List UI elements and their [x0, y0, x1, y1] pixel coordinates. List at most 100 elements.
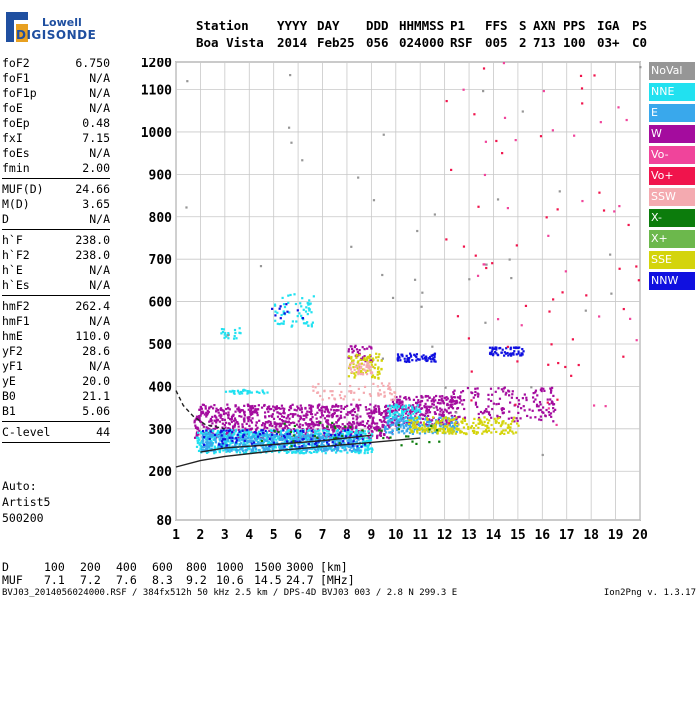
data-point-nnw	[420, 355, 423, 358]
data-point-w	[351, 428, 354, 431]
data-point-e	[214, 441, 218, 444]
data-point-noval	[226, 334, 230, 337]
data-point-sse	[478, 419, 481, 422]
data-point-nne	[366, 451, 369, 454]
data-point-nne	[281, 296, 284, 300]
data-point-vo-	[450, 168, 453, 172]
data-point-ssw	[393, 391, 397, 394]
data-point-e	[265, 447, 268, 450]
data-point-e	[225, 437, 228, 441]
data-point-sse	[499, 432, 502, 436]
data-point-w	[249, 412, 252, 415]
data-point-e	[204, 433, 207, 436]
data-point-w	[398, 401, 402, 404]
data-point-nnw	[351, 444, 354, 447]
data-point-w	[471, 391, 474, 395]
data-point-w	[494, 390, 497, 393]
data-point-nnw	[352, 440, 355, 443]
data-point-vo-	[516, 360, 519, 363]
data-point-vo-	[599, 121, 602, 124]
data-point-w	[522, 405, 525, 408]
data-point-sse	[487, 426, 490, 429]
data-point-w	[209, 417, 213, 421]
data-point-e	[352, 437, 355, 440]
data-point-nnw	[506, 351, 509, 355]
data-point-w	[371, 421, 374, 424]
data-point-ssw	[359, 367, 363, 370]
data-point-w	[251, 406, 255, 410]
data-point-w	[369, 426, 372, 429]
data-point-e	[424, 418, 427, 421]
x-tick-label: 14	[486, 528, 502, 543]
data-point-w	[426, 411, 429, 414]
data-point-w	[474, 393, 477, 397]
data-point-w	[344, 405, 347, 409]
data-point-nne	[273, 303, 277, 306]
data-point-sse	[512, 432, 515, 435]
data-point-w	[474, 403, 478, 406]
param-row: foF1 N/A	[2, 71, 110, 86]
data-point-nnw	[331, 441, 334, 444]
data-point-nne	[320, 446, 323, 450]
data-point-w	[373, 406, 376, 409]
data-point-w	[385, 414, 388, 417]
data-point-w	[542, 387, 545, 390]
data-point-vo-	[456, 315, 460, 318]
data-point-w	[509, 401, 512, 404]
data-point-e	[302, 448, 305, 451]
data-point-vo-	[593, 74, 596, 77]
data-point-nnw	[235, 441, 238, 444]
data-point-e	[409, 416, 412, 420]
data-point-sse	[347, 355, 351, 358]
data-point-nne	[298, 431, 301, 434]
data-point-nne	[265, 435, 268, 438]
data-point-sse	[494, 419, 497, 422]
data-point-nnw	[307, 442, 311, 446]
data-point-w	[446, 404, 449, 407]
logo-mark-icon	[6, 12, 28, 42]
data-point-w	[450, 401, 453, 404]
data-point-w	[442, 410, 445, 414]
legend-item-nnw: NNW	[649, 272, 695, 290]
data-point-e	[390, 423, 393, 426]
data-point-w	[312, 421, 315, 424]
data-point-w	[317, 424, 321, 427]
data-point-w	[227, 406, 230, 410]
data-point-nne	[288, 446, 291, 449]
data-point-e	[396, 428, 399, 432]
data-point-w	[515, 417, 518, 420]
data-point-nnw	[501, 348, 504, 351]
data-point-vo-	[520, 324, 523, 327]
data-point-nne	[289, 447, 292, 450]
data-point-w	[526, 414, 529, 418]
data-point-w	[284, 424, 287, 427]
data-point-e	[395, 423, 398, 426]
data-point-e	[405, 425, 408, 428]
data-point-nne	[222, 328, 225, 331]
data-point-w	[419, 421, 422, 424]
data-point-noval	[289, 74, 292, 77]
data-point-nnw	[213, 433, 217, 437]
data-point-nne	[299, 302, 302, 305]
data-point-nnw	[497, 354, 500, 357]
param-value: 28.6	[82, 344, 110, 358]
data-point-w	[286, 415, 289, 418]
data-point-sse	[349, 357, 353, 360]
data-point-w	[340, 430, 343, 433]
data-point-x-	[290, 445, 293, 448]
data-point-nne	[391, 419, 394, 422]
data-point-nne	[270, 450, 274, 453]
header-value: Feb25	[317, 35, 355, 50]
data-point-x-	[326, 425, 329, 428]
data-point-e	[206, 436, 210, 439]
distance-value: 800	[186, 560, 207, 574]
data-point-nne	[282, 322, 285, 325]
data-point-w	[408, 398, 411, 401]
data-point-w	[287, 420, 290, 423]
data-point-w	[452, 391, 455, 394]
data-point-sse	[350, 355, 353, 359]
data-point-e	[399, 417, 402, 420]
data-point-x-	[283, 422, 286, 425]
data-point-e	[356, 448, 359, 451]
data-point-ssw	[366, 366, 370, 369]
